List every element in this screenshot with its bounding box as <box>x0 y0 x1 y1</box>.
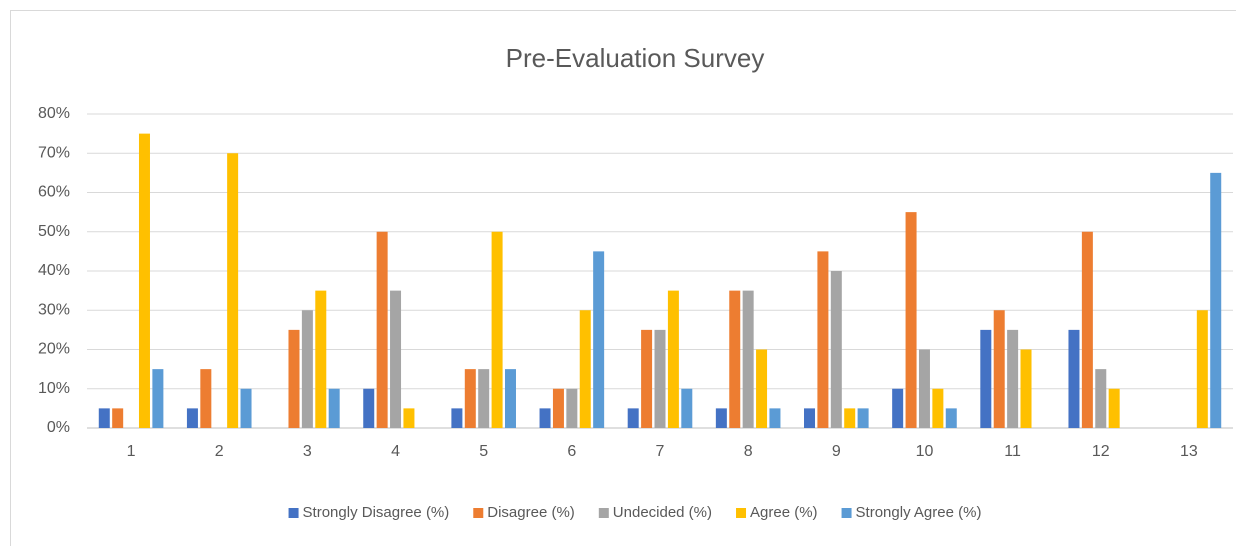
bar <box>817 251 829 428</box>
bar <box>593 251 605 428</box>
y-tick-label: 80% <box>38 105 70 122</box>
y-tick-label: 30% <box>38 301 70 318</box>
bar <box>98 408 110 428</box>
bar <box>504 369 516 428</box>
bar <box>152 369 164 428</box>
legend-swatch <box>598 508 609 518</box>
bar <box>667 290 679 428</box>
bar <box>376 231 388 428</box>
bar <box>186 408 198 428</box>
bar <box>892 388 904 428</box>
bar <box>552 388 564 428</box>
legend-label: Strongly Disagree (%) <box>303 504 450 521</box>
x-tick-label: 12 <box>1092 443 1110 460</box>
bar <box>288 329 300 428</box>
bar <box>654 329 666 428</box>
x-tick-label: 11 <box>1004 443 1021 460</box>
bar <box>742 290 754 428</box>
bar <box>769 408 781 428</box>
bar <box>1081 231 1093 428</box>
bar <box>390 290 402 428</box>
bar <box>804 408 816 428</box>
x-tick-label: 1 <box>127 443 136 460</box>
bar <box>539 408 551 428</box>
bar <box>451 408 463 428</box>
x-tick-label: 5 <box>479 443 488 460</box>
x-tick-label: 3 <box>303 443 312 460</box>
bar <box>240 388 252 428</box>
bar <box>918 349 930 428</box>
legend-swatch <box>288 508 299 518</box>
bar <box>200 369 212 428</box>
bar <box>993 310 1005 428</box>
bar <box>945 408 957 428</box>
bar <box>1108 388 1120 428</box>
x-tick-label: 4 <box>391 443 400 460</box>
bar <box>1007 329 1019 428</box>
legend-swatch <box>841 508 852 518</box>
bar <box>715 408 727 428</box>
x-tick-label: 13 <box>1180 443 1198 460</box>
bar <box>932 388 944 428</box>
legend-swatch <box>473 508 484 518</box>
bar <box>844 408 856 428</box>
y-tick-label: 60% <box>38 184 70 201</box>
x-tick-label: 8 <box>744 443 753 460</box>
x-tick-label: 10 <box>916 443 934 460</box>
bar <box>579 310 591 428</box>
bar <box>905 212 917 428</box>
y-tick-label: 70% <box>38 144 70 161</box>
bar <box>729 290 741 428</box>
y-tick-label: 40% <box>38 262 70 279</box>
legend-label: Undecided (%) <box>613 504 712 521</box>
bar <box>1020 349 1032 428</box>
y-tick-label: 10% <box>38 380 70 397</box>
bar <box>328 388 340 428</box>
bar <box>1210 172 1222 428</box>
bar <box>1196 310 1208 428</box>
bar <box>681 388 693 428</box>
bar <box>478 369 490 428</box>
bar <box>491 231 503 428</box>
bar <box>301 310 313 428</box>
bar <box>1068 329 1080 428</box>
bar <box>641 329 653 428</box>
bar <box>830 271 842 428</box>
bar <box>112 408 124 428</box>
x-tick-label: 2 <box>215 443 224 460</box>
legend-label: Disagree (%) <box>487 504 575 521</box>
y-tick-label: 50% <box>38 223 70 240</box>
bar <box>363 388 375 428</box>
x-tick-label: 6 <box>567 443 576 460</box>
bar <box>980 329 992 428</box>
bar <box>1095 369 1107 428</box>
bar <box>464 369 476 428</box>
bar <box>756 349 768 428</box>
bar <box>227 153 239 428</box>
bar <box>566 388 578 428</box>
bar <box>138 133 150 428</box>
bar <box>315 290 327 428</box>
bar <box>857 408 869 428</box>
y-tick-label: 0% <box>47 419 70 436</box>
x-tick-label: 9 <box>832 443 841 460</box>
x-tick-label: 7 <box>656 443 665 460</box>
bar <box>627 408 639 428</box>
y-tick-label: 20% <box>38 341 70 358</box>
bar <box>403 408 415 428</box>
legend-swatch <box>736 508 747 518</box>
chart-title: Pre-Evaluation Survey <box>506 43 765 73</box>
legend-label: Agree (%) <box>750 504 818 521</box>
legend-label: Strongly Agree (%) <box>856 504 982 521</box>
